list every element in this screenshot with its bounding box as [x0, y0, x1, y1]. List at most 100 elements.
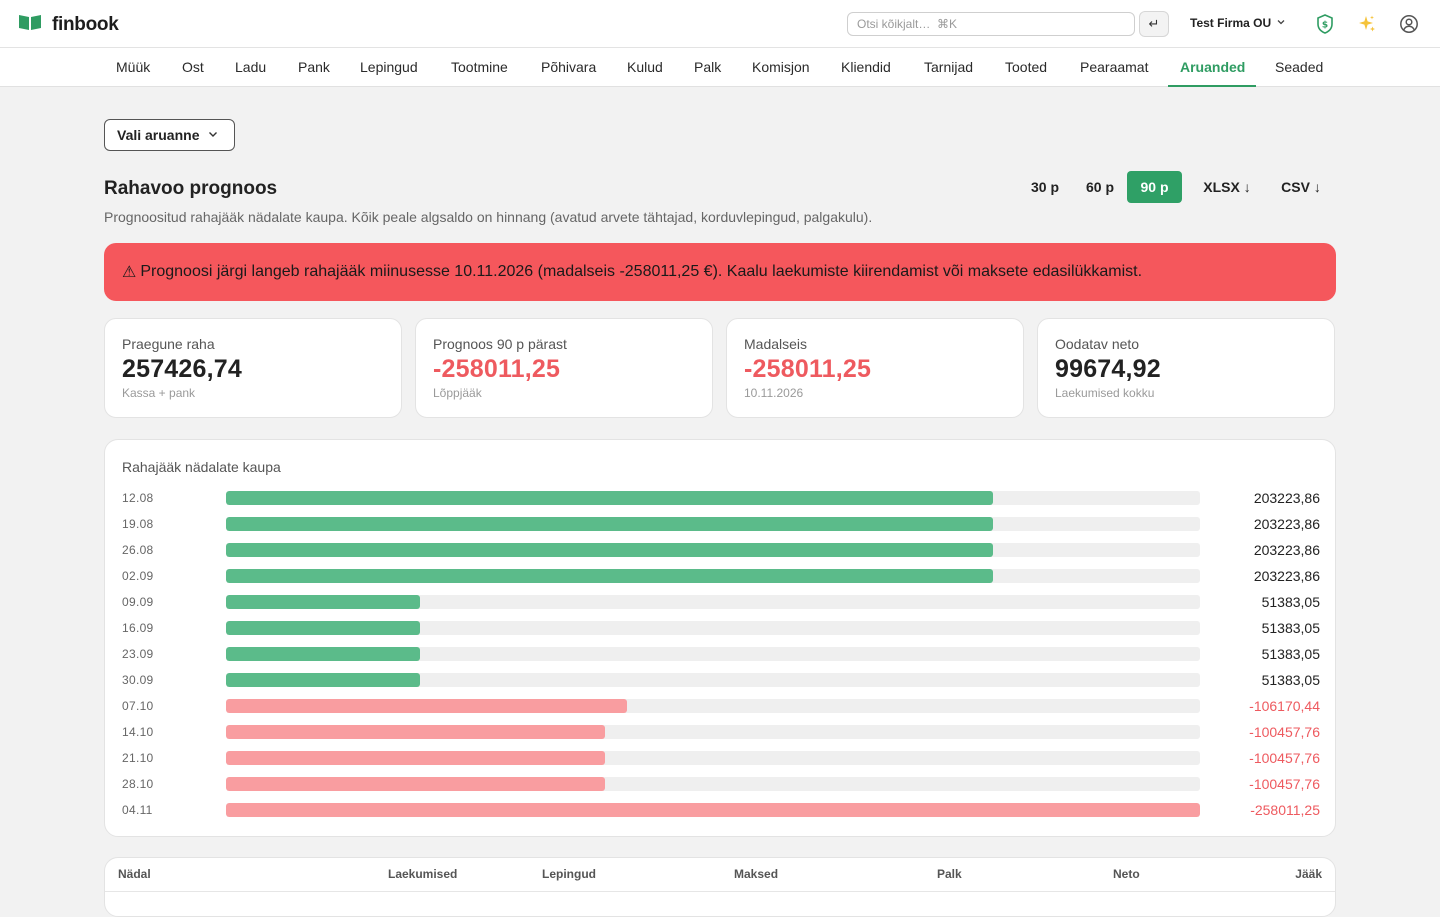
kpi-sub: Kassa + pank [122, 386, 196, 400]
table-header-balance[interactable]: Jääk [1295, 867, 1322, 881]
bar-track [226, 751, 1200, 765]
report-select[interactable]: Vali aruanne [104, 119, 235, 151]
chart-title: Rahajääk nädalate kaupa [122, 459, 281, 475]
kpi-sub: Lõppjääk [433, 386, 482, 400]
warning-icon: ⚠ [122, 264, 137, 281]
nav-item-aruanded[interactable]: Aruanded [1180, 59, 1246, 75]
period-60-button[interactable]: 60 p [1085, 179, 1114, 195]
chart-bar-row: 12.08 203223,86 [105, 490, 1337, 506]
nav-item-myyk[interactable]: Müük [116, 59, 151, 75]
nav-item-ladu[interactable]: Ladu [235, 59, 267, 75]
nav-item-kliendid[interactable]: Kliendid [841, 59, 891, 75]
chart-bar-row: 02.09 203223,86 [105, 568, 1337, 584]
bar-fill [226, 517, 993, 531]
shield-icon[interactable]: $ [1314, 13, 1336, 35]
chart-bar-row: 26.08 203223,86 [105, 542, 1337, 558]
chart-bar-row: 14.10 -100457,76 [105, 724, 1337, 740]
active-tab-indicator [1168, 85, 1256, 87]
bar-fill [226, 751, 605, 765]
book-icon [18, 13, 42, 36]
nav-item-palk[interactable]: Palk [694, 59, 722, 75]
chart-bar-row: 07.10 -106170,44 [105, 698, 1337, 714]
bar-fill [226, 595, 420, 609]
kpi-label: Oodatav neto [1055, 336, 1140, 352]
kpi-card-forecast-90: Prognoos 90 p pärast -258011,25 Lõppjääk [415, 318, 713, 418]
export-csv-button[interactable]: CSV ↓ [1281, 179, 1321, 195]
bar-track [226, 595, 1200, 609]
bar-track [226, 777, 1200, 791]
nav-item-tarnijad[interactable]: Tarnijad [924, 59, 974, 75]
kpi-value: 99674,92 [1055, 355, 1161, 383]
nav-item-pearaamat[interactable]: Pearaamat [1080, 59, 1149, 75]
nav-item-pohivara[interactable]: Põhivara [541, 59, 597, 75]
nav-item-seaded[interactable]: Seaded [1275, 59, 1324, 75]
bar-track [226, 725, 1200, 739]
bar-week-label: 09.09 [122, 595, 154, 609]
table-header-week[interactable]: Nädal [118, 867, 151, 881]
chart-bar-row: 23.09 51383,05 [105, 646, 1337, 662]
bar-week-label: 14.10 [122, 725, 154, 739]
table-header-contracts[interactable]: Lepingud [542, 867, 596, 881]
bar-value-label: -100457,76 [1249, 724, 1320, 740]
bar-track [226, 699, 1200, 713]
bar-value-label: -100457,76 [1249, 750, 1320, 766]
period-30-button[interactable]: 30 p [1030, 179, 1059, 195]
nav-item-lepingud[interactable]: Lepingud [360, 59, 418, 75]
bar-week-label: 16.09 [122, 621, 154, 635]
nav-item-ost[interactable]: Ost [182, 59, 204, 75]
kpi-value: -258011,25 [433, 355, 561, 383]
bar-value-label: 51383,05 [1261, 620, 1320, 636]
bar-track [226, 647, 1200, 661]
page-subtitle: Prognoositud rahajääk nädalate kaupa. Kõ… [104, 209, 873, 225]
table-header-payments[interactable]: Maksed [734, 867, 779, 881]
bar-value-label: -100457,76 [1249, 776, 1320, 792]
bar-week-label: 04.11 [122, 803, 153, 817]
nav-item-tooted[interactable]: Tooted [1005, 59, 1048, 75]
table-header-receipts[interactable]: Laekumised [388, 867, 458, 881]
nav-item-komisjon[interactable]: Komisjon [752, 59, 810, 75]
search-submit-button[interactable]: ↵ [1139, 11, 1169, 37]
bar-week-label: 23.09 [122, 647, 154, 661]
bar-fill [226, 569, 993, 583]
bar-fill [226, 647, 420, 661]
kpi-value: 257426,74 [122, 355, 242, 383]
logo[interactable]: finbook [18, 13, 119, 36]
search-input[interactable] [847, 12, 1135, 36]
nav-item-tootmine[interactable]: Tootmine [451, 59, 508, 75]
chevron-down-icon [207, 127, 219, 143]
weekly-balance-chart: Rahajääk nädalate kaupa 12.08 203223,86 19… [104, 439, 1336, 837]
sparkles-icon[interactable] [1356, 13, 1378, 35]
period-90-button[interactable]: 90 p [1127, 171, 1182, 203]
bar-track [226, 517, 1200, 531]
page-title: Rahavoo prognoos [104, 178, 278, 199]
table-header-salary[interactable]: Palk [937, 867, 962, 881]
user-avatar-icon[interactable] [1398, 13, 1420, 35]
weekly-table: Nädal Laekumised Lepingud Maksed Palk Ne… [104, 857, 1336, 917]
chart-bar-row: 16.09 51383,05 [105, 620, 1337, 636]
bar-week-label: 07.10 [122, 699, 154, 713]
export-xlsx-button[interactable]: XLSX ↓ [1203, 179, 1251, 195]
nav-item-kulud[interactable]: Kulud [627, 59, 663, 75]
kpi-label: Praegune raha [122, 336, 215, 352]
bar-week-label: 30.09 [122, 673, 154, 687]
nav-item-pank[interactable]: Pank [298, 59, 330, 75]
bar-value-label: 203223,86 [1253, 568, 1320, 584]
chart-bar-row: 21.10 -100457,76 [105, 750, 1337, 766]
svg-text:$: $ [1322, 21, 1328, 31]
top-bar: finbook ↵ Test Firma OU $ [0, 0, 1440, 48]
table-divider [105, 891, 1335, 892]
bar-value-label: 203223,86 [1253, 516, 1320, 532]
kpi-sub: 10.11.2026 [744, 386, 804, 400]
bar-track [226, 569, 1200, 583]
bar-fill [226, 543, 993, 557]
company-name: Test Firma OU [1190, 16, 1272, 30]
bar-fill [226, 777, 605, 791]
bar-week-label: 26.08 [122, 543, 154, 557]
bar-track [226, 673, 1200, 687]
kpi-value: -258011,25 [744, 355, 872, 383]
bar-value-label: 51383,05 [1261, 646, 1320, 662]
table-header-net[interactable]: Neto [1113, 867, 1140, 881]
negative-balance-alert: ⚠ Prognoosi järgi langeb rahajääk miinus… [104, 243, 1336, 301]
chart-bar-row: 30.09 51383,05 [105, 672, 1337, 688]
company-switcher[interactable]: Test Firma OU [1190, 16, 1286, 30]
